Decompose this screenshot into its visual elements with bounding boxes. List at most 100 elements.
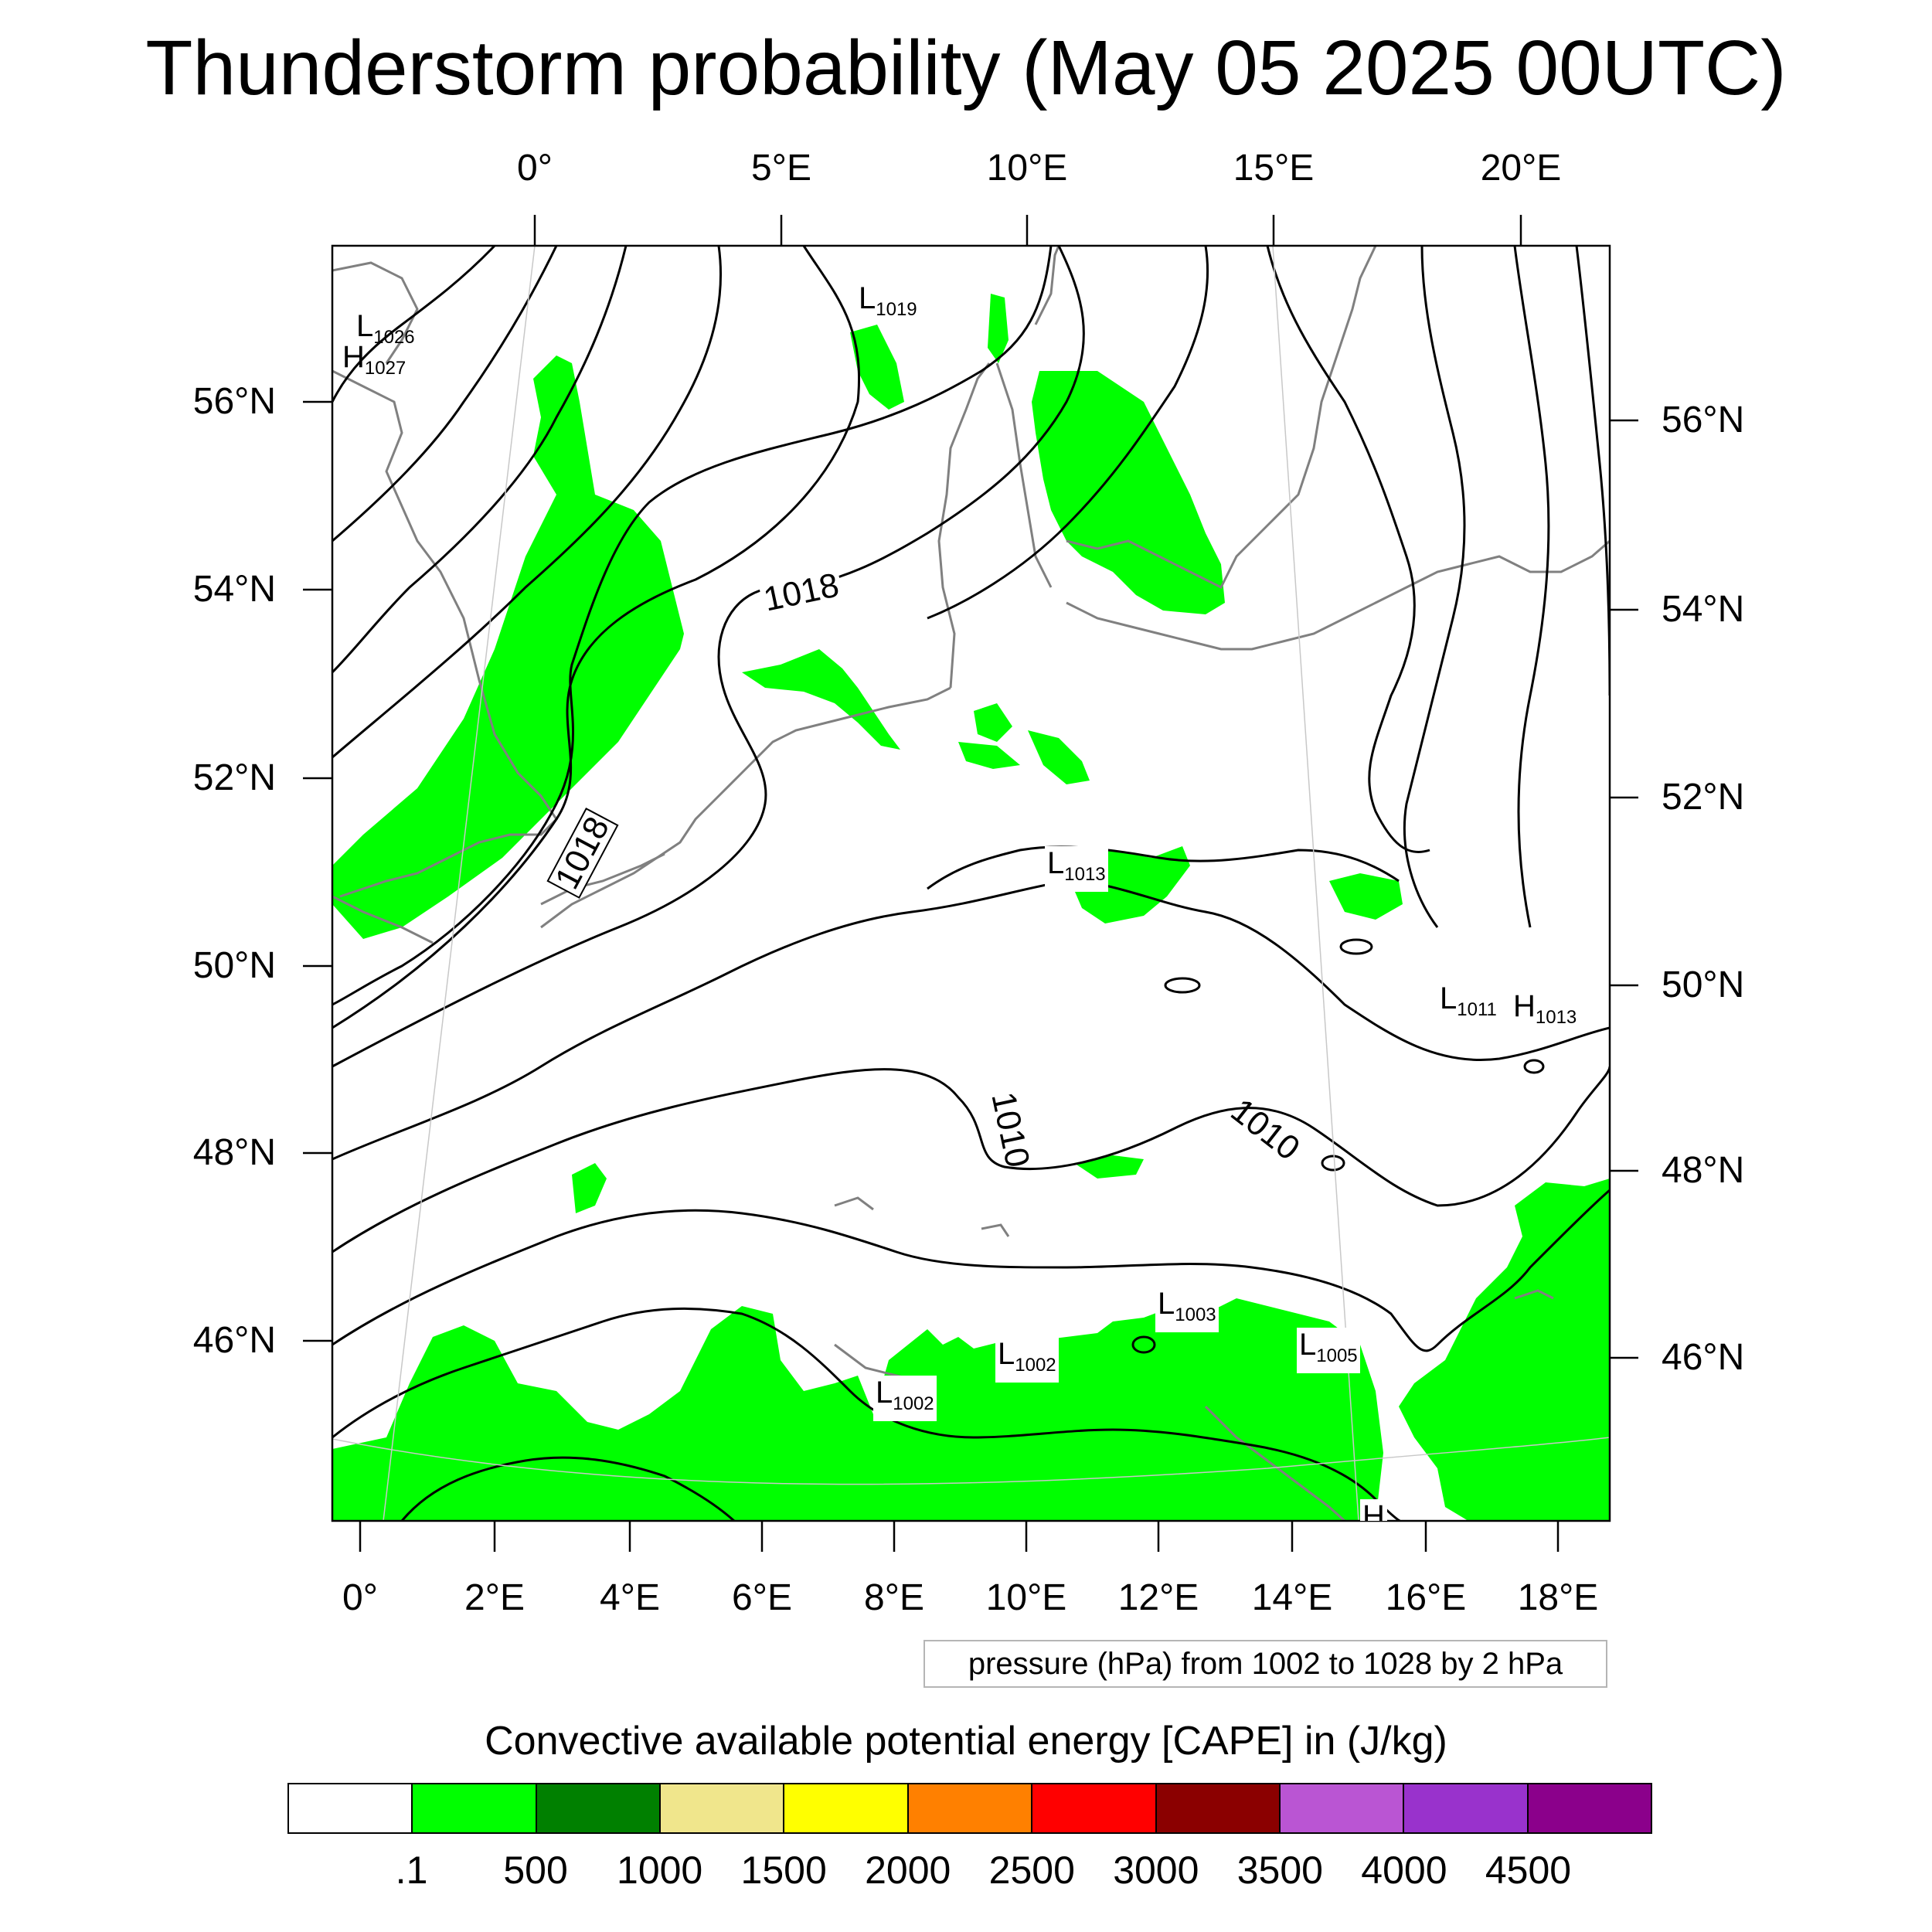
cape-area-lower-silesia — [1329, 873, 1403, 920]
lat-label-right: 52°N — [1662, 777, 1745, 818]
isobar-13 — [332, 1189, 1610, 1352]
coastline-sweden-south — [1066, 246, 1377, 590]
coastline-norway — [332, 261, 419, 364]
lon-label-bottom: 14°E — [1251, 1577, 1333, 1618]
colorbar-title: Convective available potential energy [C… — [485, 1719, 1447, 1764]
graticule — [332, 246, 1610, 1521]
colorbar-swatch — [1032, 1784, 1157, 1832]
cape-area-southeast — [1399, 1179, 1610, 1521]
colorbar-swatch — [784, 1784, 909, 1832]
lon-label-bottom: 6°E — [732, 1577, 792, 1618]
isobar-3 — [332, 246, 628, 674]
colorbar-swatch — [908, 1784, 1033, 1832]
isobars — [332, 246, 1610, 1521]
isobar-small-1 — [1339, 938, 1373, 955]
lake-balaton — [1514, 1289, 1554, 1300]
lat-label-right: 46°N — [1662, 1337, 1745, 1378]
lon-label-top: 10°E — [986, 148, 1068, 189]
pressure-center-label: L1013 — [1045, 846, 1108, 892]
graticule-parallel-45n — [332, 1437, 1610, 1485]
lat-label-right: 56°N — [1662, 400, 1745, 440]
lon-label-bottom: 4°E — [600, 1577, 660, 1618]
isobar-1018 — [332, 246, 1053, 1006]
cape-area-frisia — [742, 649, 900, 750]
graticule-meridian-15e — [1272, 246, 1359, 1521]
coastline-scandinavia — [1034, 246, 1060, 325]
colorbar-swatch — [413, 1784, 537, 1832]
axis-ticks — [303, 215, 1638, 1552]
cape-area-scandinavia — [1032, 371, 1225, 614]
pressure-center-label: H1013 — [1513, 989, 1577, 1028]
isobar-8 — [1266, 246, 1430, 854]
cape-area-lowsaxony-a — [974, 703, 1012, 742]
map-title: Thunderstorm probability (May 05 2025 00… — [145, 25, 1787, 111]
colorbar-tick-label: 500 — [503, 1849, 568, 1892]
cape-area-bavaria — [1074, 1155, 1144, 1179]
isobar-9 — [1403, 246, 1466, 928]
cape-area-denmark-north — [988, 294, 1009, 363]
lon-label-top: 15°E — [1233, 148, 1315, 189]
pressure-center-label: H — [1360, 1499, 1387, 1521]
coastline-baltic-south — [1066, 539, 1610, 651]
lat-label-left: 56°N — [192, 381, 276, 422]
pressure-center-label: L1005 — [1297, 1328, 1360, 1373]
colorbar-tick-label: .1 — [395, 1849, 428, 1892]
colorbar-tick-label: 4500 — [1485, 1849, 1572, 1892]
isobar-small-3 — [1321, 1155, 1345, 1172]
lon-label-bottom: 0° — [342, 1577, 378, 1618]
colorbar-swatch — [1280, 1784, 1405, 1832]
lat-label-right: 54°N — [1662, 589, 1745, 630]
cape-area-north-sea — [332, 355, 684, 939]
colorbar-tick-label: 1000 — [617, 1849, 703, 1892]
cape-area-skagerrak — [850, 325, 904, 410]
coastline-channel — [540, 852, 665, 906]
lon-label-bottom: 12°E — [1117, 1577, 1199, 1618]
colorbar-tick-label: 2500 — [988, 1849, 1075, 1892]
isobar-small-2 — [1164, 977, 1201, 994]
coastline-adriatic — [1204, 1405, 1346, 1521]
lake-constance — [981, 1223, 1010, 1237]
isobar-15 — [400, 1456, 736, 1521]
isobar-7 — [927, 246, 1209, 620]
lat-label-right: 48°N — [1662, 1150, 1745, 1191]
pressure-center-label: L1003 — [1155, 1287, 1219, 1332]
colorbar-swatch — [536, 1784, 662, 1832]
pressure-center-label: L1019 — [859, 281, 917, 320]
cape-area-burgundy — [572, 1163, 607, 1213]
coastlines — [332, 246, 1610, 1521]
coastline-jutland — [937, 362, 991, 689]
pressure-center-label: L1002 — [873, 1376, 937, 1421]
colorbar-swatch — [661, 1784, 785, 1832]
colorbar-tick-label: 4000 — [1361, 1849, 1447, 1892]
isobar-1 — [332, 246, 496, 403]
lake-geneva — [834, 1196, 874, 1211]
isobar-12 — [332, 879, 1610, 1161]
coastline-britain-east — [332, 369, 558, 898]
map-frame — [331, 244, 1611, 1522]
colorbar-tick-label: 3500 — [1236, 1849, 1323, 1892]
cape-area-lowsaxony-c — [1028, 730, 1090, 784]
isobar-1013 — [927, 845, 1400, 890]
isobar-6 — [332, 246, 1085, 1068]
lat-label-left: 46°N — [192, 1320, 276, 1361]
isobar-small-5 — [1131, 1335, 1156, 1354]
lat-label-right: 50°N — [1662, 964, 1745, 1005]
colorbar-swatch — [1528, 1784, 1651, 1832]
lon-label-bottom: 10°E — [985, 1577, 1067, 1618]
graticule-meridian-0 — [383, 246, 536, 1521]
isobar-4 — [332, 246, 723, 759]
colorbar-swatch — [289, 1784, 413, 1832]
isobar-11 — [1575, 246, 1610, 696]
isobar-2 — [332, 246, 558, 543]
colorbar-tick-label: 2000 — [865, 1849, 951, 1892]
lat-label-left: 54°N — [192, 569, 276, 610]
colorbar-tick-label: 3000 — [1113, 1849, 1199, 1892]
lon-label-top: 20°E — [1480, 148, 1562, 189]
lat-label-left: 50°N — [192, 945, 276, 986]
isobar-5 — [332, 246, 861, 1029]
pressure-center-label: L1002 — [995, 1337, 1059, 1383]
lon-label-bottom: 8°E — [864, 1577, 924, 1618]
pressure-center-label: L1011 — [1440, 981, 1497, 1020]
coastline-britain-south — [332, 895, 434, 944]
